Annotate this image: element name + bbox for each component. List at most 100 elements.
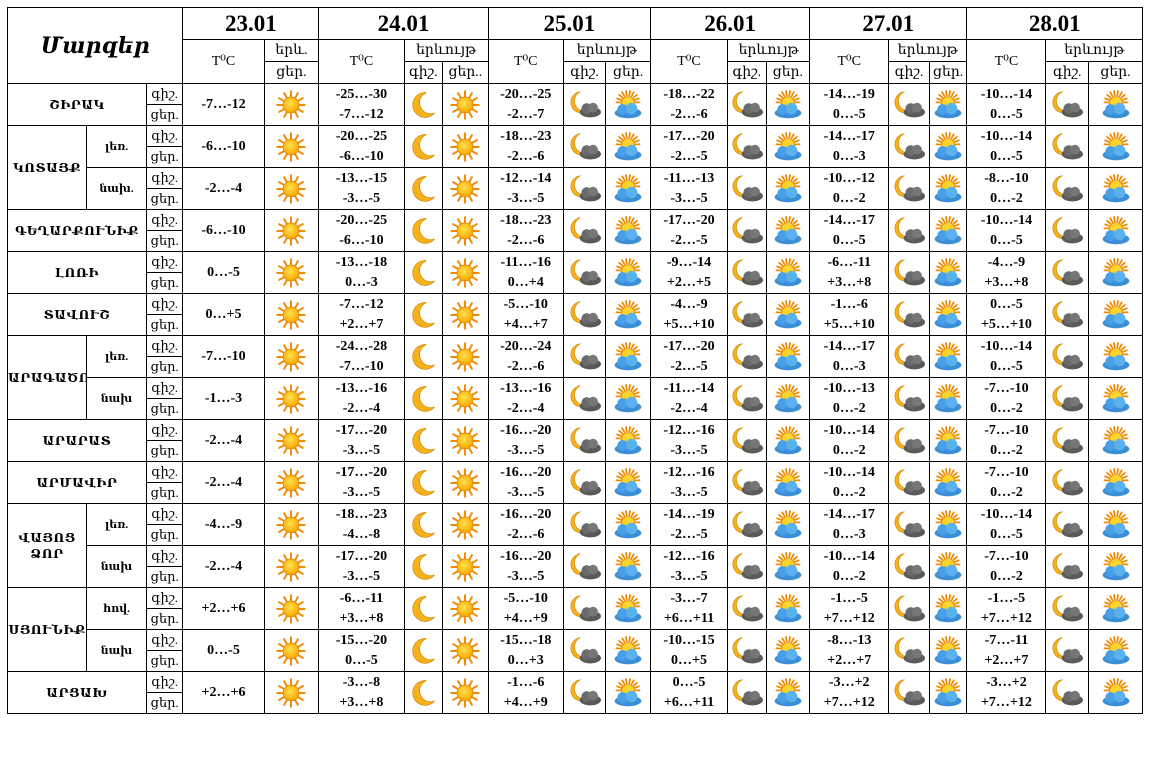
date-header: 24.01 <box>318 7 489 40</box>
temp-day: +5…+10 <box>823 316 875 332</box>
moon-icon <box>403 377 444 420</box>
temp-night: -13…-16 <box>500 380 552 396</box>
sun-cloud-icon <box>765 461 811 504</box>
moon-cloud-icon <box>562 671 607 714</box>
temp-26: -4…-9 +5…+10 <box>649 293 729 336</box>
moon-cloud-icon <box>1045 293 1090 336</box>
region-name: ԱՐՑԱԽ <box>7 671 147 714</box>
temp-24: -13…-16 -2…-4 <box>318 377 405 420</box>
moon-icon <box>403 209 444 252</box>
subregion-label: լեռ. <box>86 125 147 168</box>
moon-cloud-icon <box>727 461 767 504</box>
temp-day: 0…-2 <box>990 568 1023 584</box>
temp-27: -14…-17 0…-5 <box>809 209 890 252</box>
temp-night: -20…-24 <box>500 338 552 354</box>
moon-cloud-icon <box>888 629 930 672</box>
temp-night: -1…-6 <box>830 296 868 312</box>
moon-icon <box>403 251 444 294</box>
temp-night: -17…-20 <box>335 422 388 438</box>
temp-25: -5…-10 +4…+9 <box>487 587 564 630</box>
sun-cloud-icon <box>928 251 968 294</box>
day-header: ցեր.. <box>442 61 489 84</box>
temp-28: -7…-10 0…-2 <box>966 461 1047 504</box>
temp-27: -1…-6 +5…+10 <box>809 293 890 336</box>
temp-day: 0…-2 <box>990 442 1023 458</box>
moon-cloud-icon <box>727 545 767 588</box>
sun-cloud-icon <box>605 545 651 588</box>
temp-night: -4…-9 <box>987 254 1026 270</box>
moon-cloud-icon <box>1045 209 1090 252</box>
temp-27: -10…-13 0…-2 <box>809 377 890 420</box>
sun-cloud-icon <box>928 461 968 504</box>
sun-cloud-icon <box>1088 545 1143 588</box>
temp-day: -2…-6 <box>507 148 545 164</box>
subregion-label: լեռ. <box>86 335 147 378</box>
temp-night: -7…-12 <box>339 296 384 312</box>
moon-cloud-icon <box>727 587 767 630</box>
temp-24: -15…-20 0…-5 <box>318 629 405 672</box>
temp-28: 0…-5 +5…+10 <box>966 293 1047 336</box>
sun-cloud-icon <box>1088 587 1143 630</box>
moon-cloud-icon <box>727 335 767 378</box>
temp-day: -2…-4 <box>507 400 545 416</box>
temp-night: -16…-20 <box>500 506 552 522</box>
temp-23: -4…-9 <box>182 503 265 546</box>
moon-icon <box>403 503 444 546</box>
day-header: ցեր. <box>928 61 968 84</box>
moon-cloud-icon <box>888 587 930 630</box>
forecast-table: Մարզեր 23.01 24.01 25.01 26.01 27.01 28.01 T⁰C ե… <box>6 7 1143 714</box>
temp-night: -18…-22 <box>663 86 715 102</box>
temp-24: -25…-30 -7…-12 <box>318 83 405 126</box>
moon-cloud-icon <box>727 125 767 168</box>
temp-night: -5…-10 <box>503 296 548 312</box>
sun-cloud-icon <box>605 461 651 504</box>
night-label: գիշ. <box>145 377 184 399</box>
temp-header: T⁰C <box>182 39 265 84</box>
temp-day: -2…-6 <box>507 358 545 374</box>
sun-cloud-icon <box>1088 125 1143 168</box>
temp-day: 0…-2 <box>990 190 1023 206</box>
moon-icon <box>403 293 444 336</box>
sun-cloud-icon <box>1088 83 1143 126</box>
temp-header: T⁰C <box>809 39 890 84</box>
temp-23: +2…+6 <box>182 587 265 630</box>
sun-icon <box>263 545 320 588</box>
temp-day: 0…-2 <box>990 400 1023 416</box>
moon-cloud-icon <box>888 461 930 504</box>
moon-cloud-icon <box>1045 377 1090 420</box>
temp-night: -10…-14 <box>980 338 1033 354</box>
sun-icon <box>263 167 320 210</box>
temp-night: -9…-14 <box>666 254 712 270</box>
temp-night: -14…-17 <box>823 128 875 144</box>
day-label: ցեր. <box>145 146 184 168</box>
temp-night: -10…-14 <box>823 464 875 480</box>
temp-24: -24…-28 -7…-10 <box>318 335 405 378</box>
moon-cloud-icon <box>888 545 930 588</box>
temp-28: -10…-14 0…-5 <box>966 125 1047 168</box>
night-header: գիշ. <box>403 61 444 84</box>
temp-24: -17…-20 -3…-5 <box>318 545 405 588</box>
temp-27: -14…-17 0…-3 <box>809 125 890 168</box>
subregion-label: նախ <box>86 545 147 588</box>
sun-cloud-icon <box>1088 251 1143 294</box>
temp-28: -10…-14 0…-5 <box>966 209 1047 252</box>
region-name: ԱՐԱԳԱԾՈՏՆ <box>6 335 88 420</box>
sun-icon <box>263 293 320 336</box>
temp-day: +7…+12 <box>823 694 875 710</box>
temp-28: -10…-14 0…-5 <box>966 503 1047 546</box>
sun-cloud-icon <box>928 671 968 714</box>
moon-icon <box>403 545 444 588</box>
day-label: ցեր. <box>145 608 184 630</box>
temp-26: -11…-14 -2…-4 <box>649 377 729 420</box>
temp-25: -5…-10 +4…+7 <box>487 293 564 336</box>
temp-day: -3…-5 <box>507 484 545 500</box>
temp-day: 0…-2 <box>832 568 866 584</box>
temp-day: -3…-5 <box>342 442 381 458</box>
temp-23: +2…+6 <box>182 671 265 714</box>
temp-27: -14…-19 0…-5 <box>809 83 890 126</box>
temp-day: 0…-5 <box>345 652 378 668</box>
temp-night: -18…-23 <box>500 128 552 144</box>
moon-cloud-icon <box>562 545 607 588</box>
temp-night: -3…+2 <box>986 674 1027 690</box>
temp-day: -3…-5 <box>342 484 381 500</box>
